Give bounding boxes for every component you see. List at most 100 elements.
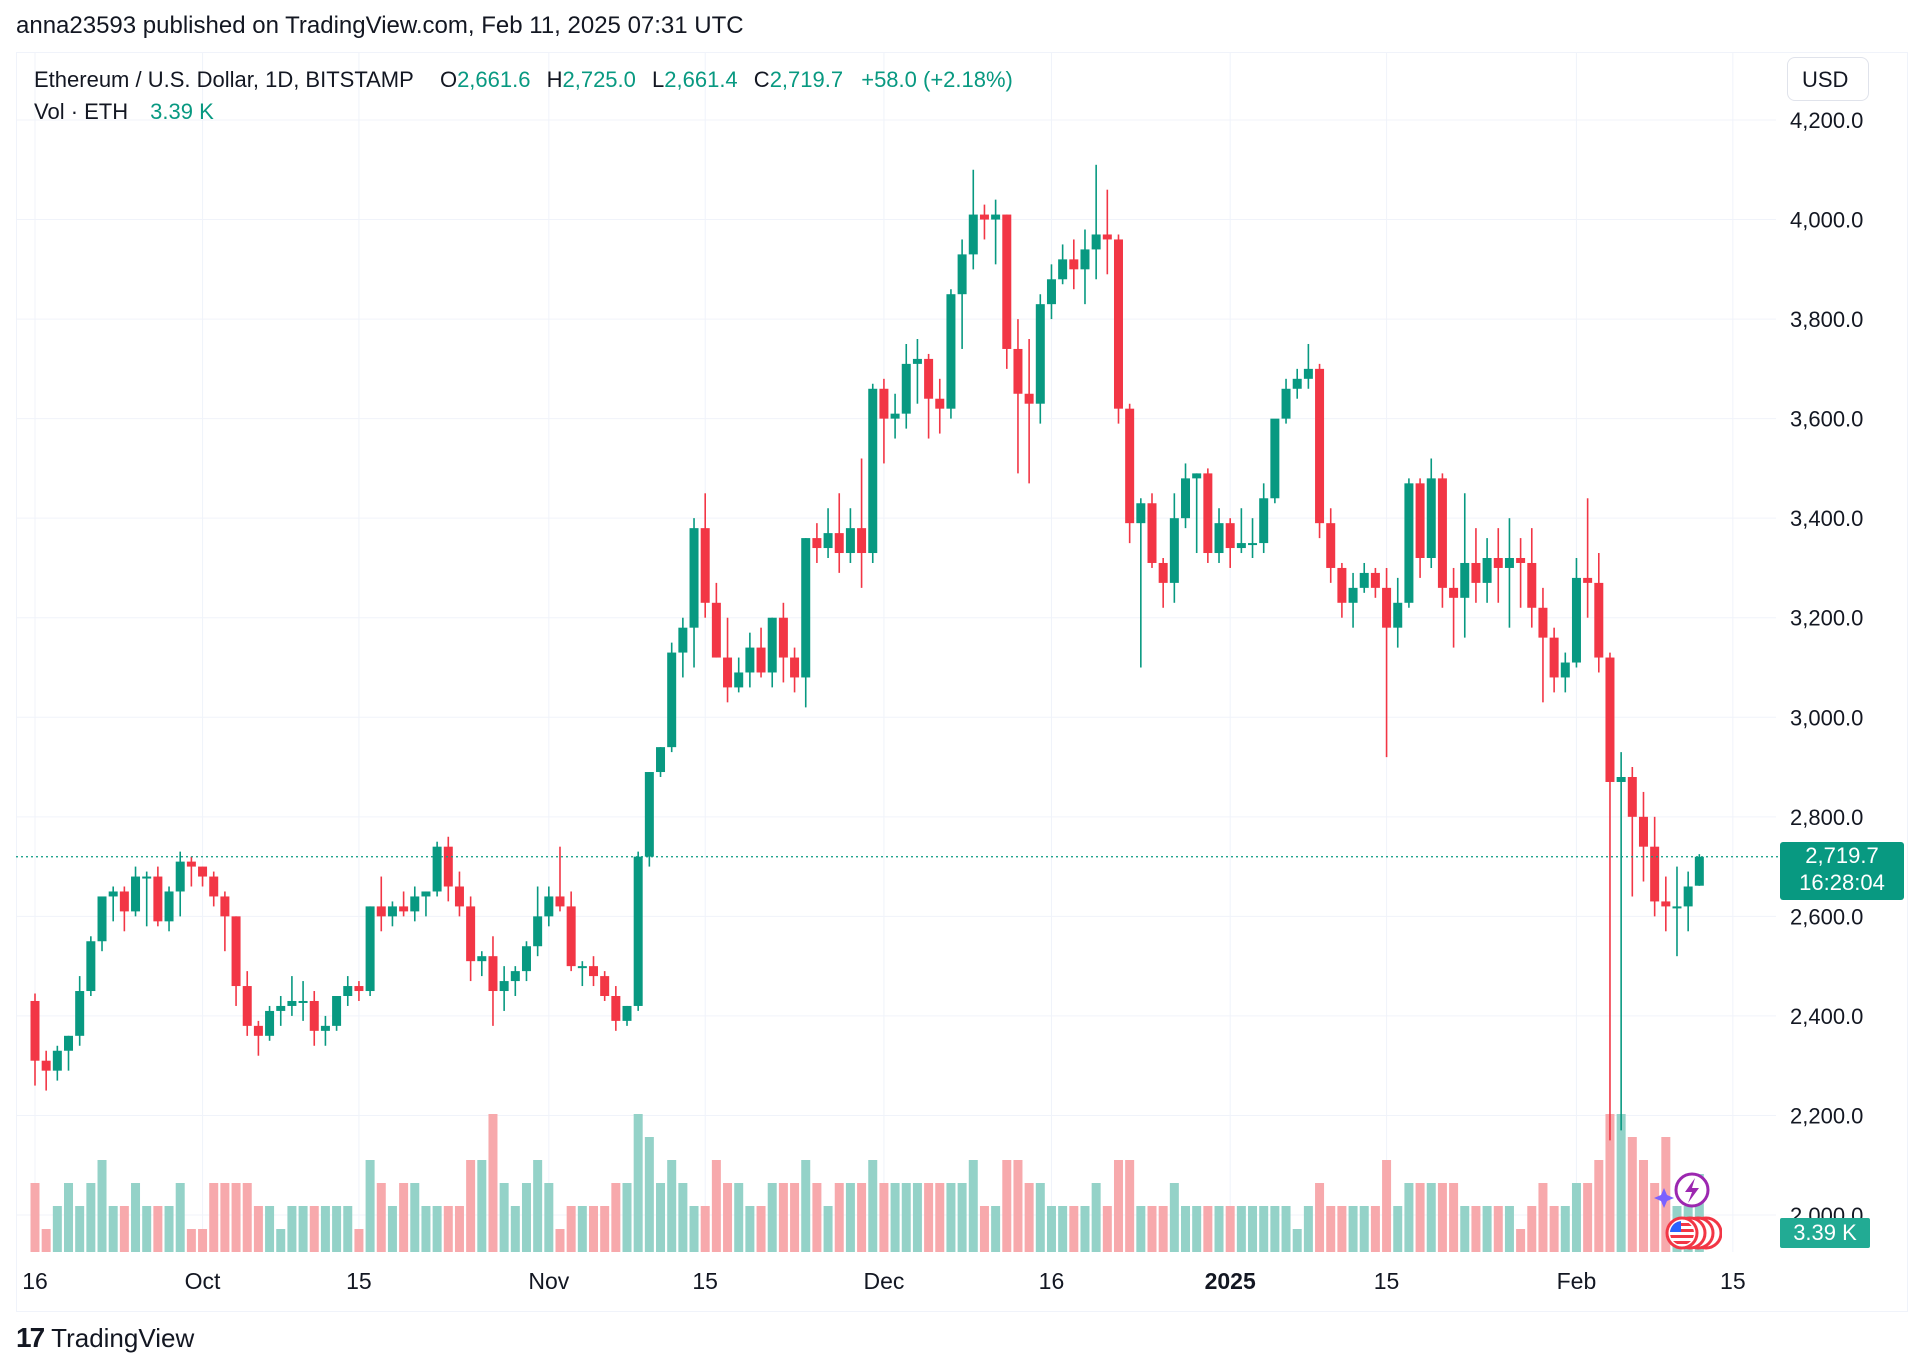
candle-body [1538,607,1548,638]
candle-body [1437,478,1447,588]
y-tick-label: 2,400.0 [1790,1004,1863,1029]
candle-body [1426,478,1436,558]
volume-bar [577,1206,587,1252]
volume-bar [767,1183,777,1252]
us-flag-event-icon[interactable] [1665,1216,1722,1250]
volume-bar [1482,1206,1492,1252]
candle-body [265,1010,275,1036]
candle-body [1002,214,1012,349]
candle-body [343,986,353,996]
currency-button[interactable]: USD [1787,57,1869,101]
volume-bar [745,1206,755,1252]
candle-body [935,398,945,409]
candle-body [790,657,800,678]
y-tick-label: 4,000.0 [1790,208,1863,233]
candle-body [756,647,766,673]
volume-bar [454,1206,464,1252]
volume-bar [1527,1206,1537,1252]
candle-body [868,388,878,554]
volume-bar [1024,1183,1034,1252]
candle-body [1203,473,1213,554]
footer-brand[interactable]: 17 TradingView [16,1322,194,1354]
volume-bar [466,1160,476,1252]
volume-bar [1460,1206,1470,1252]
volume-bar [220,1183,230,1252]
candle-body [1516,558,1526,563]
volume-bar [1538,1183,1548,1252]
candle-body [957,254,967,295]
volume-bar [1493,1206,1503,1252]
candle-body [1527,562,1537,608]
volume-bar [86,1183,96,1252]
candle-body [1069,259,1079,270]
high-label: H [546,67,563,92]
candle-body [577,966,587,969]
volume-bar [1650,1183,1660,1252]
candle-body [153,876,163,922]
volume-bar [1181,1206,1191,1252]
candle-body [1292,378,1302,389]
candle-body [198,866,208,877]
candle-body [555,896,565,907]
candle-body [376,906,386,917]
volume-bar [711,1160,721,1252]
candle-body [309,1000,319,1031]
candle-body [298,1000,308,1003]
candle-body [767,617,777,673]
candle-body [97,896,107,942]
volume-bar [622,1183,632,1252]
volume-bar [1426,1183,1436,1252]
x-tick-label: Nov [528,1268,569,1294]
volume-bar [332,1206,342,1252]
candle-body [399,906,409,912]
candle-body [812,538,822,549]
candle-body [231,916,241,987]
candle-body [332,996,342,1026]
volume-label[interactable]: Vol · ETH [34,99,129,124]
candle-body [1393,602,1403,628]
volume-bar [1616,1114,1626,1252]
volume-bar [1605,1114,1615,1252]
candle-layer [30,164,1704,1141]
candle-body [979,214,989,220]
candle-body [1315,368,1325,524]
volume-bar [723,1183,733,1252]
volume-bar [499,1183,509,1252]
candle-body [1460,562,1470,598]
candle-body [1549,637,1559,678]
candle-body [64,1035,74,1051]
candle-body [432,846,442,892]
volume-bar [611,1183,621,1252]
candle-body [354,986,364,992]
candle-body [1102,234,1112,240]
candle-body [656,747,666,773]
volume-bar [600,1206,610,1252]
y-tick-label: 3,600.0 [1790,407,1863,432]
low-value: 2,661.4 [664,67,738,92]
chart-frame[interactable] [16,52,1908,1312]
x-tick-label: 16 [22,1268,48,1294]
candle-body [890,413,900,419]
brand-name: TradingView [51,1322,195,1353]
y-tick-label: 3,800.0 [1790,307,1863,332]
volume-bar [879,1183,889,1252]
volume-bar [410,1183,420,1252]
volume-bar [801,1160,811,1252]
candle-body [1303,368,1313,379]
volume-bar [689,1206,699,1252]
volume-bar [1415,1183,1425,1252]
y-tick-label: 4,200.0 [1790,108,1863,133]
volume-bar [667,1160,677,1252]
candle-body [1225,523,1235,549]
events-markers[interactable] [1642,1170,1722,1252]
volume-bar [901,1183,911,1252]
candle-body [1627,777,1637,817]
lightning-event-icon[interactable] [1654,1172,1710,1208]
candle-body [1058,259,1068,280]
symbol-title[interactable]: Ethereum / U.S. Dollar, 1D, BITSTAMP [34,67,414,92]
candle-body [924,358,934,399]
y-tick-label: 2,200.0 [1790,1103,1863,1128]
candle-body [499,981,509,992]
x-tick-label: Dec [863,1268,904,1294]
